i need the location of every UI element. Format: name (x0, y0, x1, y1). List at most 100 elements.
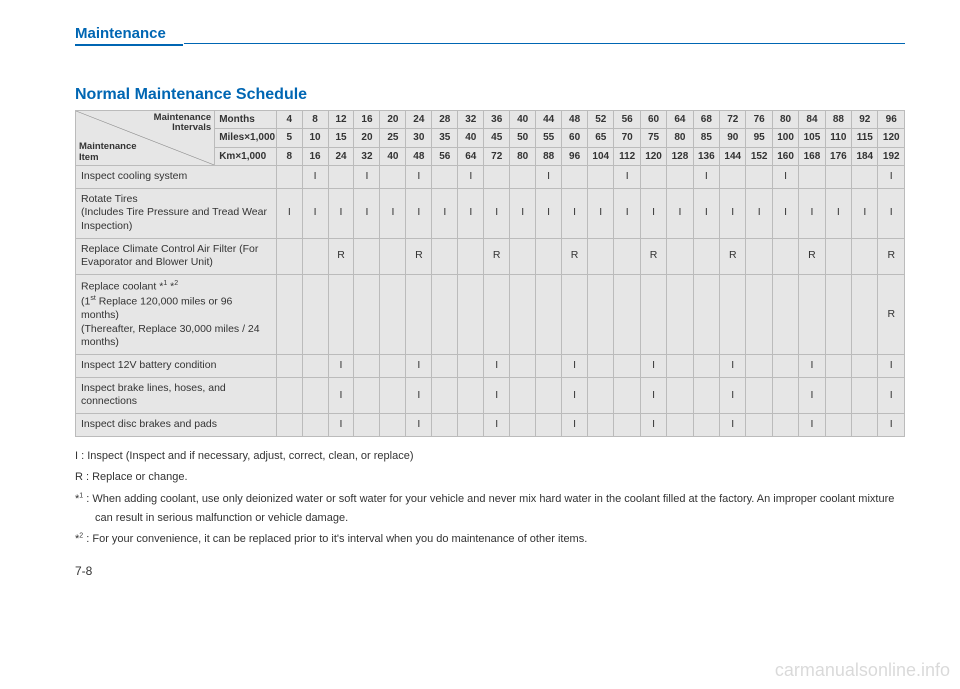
interval-header: 30 (406, 129, 432, 147)
interval-header: 48 (562, 111, 588, 129)
schedule-cell (614, 377, 640, 413)
schedule-cell: I (772, 188, 798, 238)
interval-header: 55 (536, 129, 562, 147)
interval-header: 4 (277, 111, 303, 129)
interval-header: 24 (328, 147, 354, 165)
schedule-cell (746, 274, 772, 354)
schedule-cell: I (852, 188, 878, 238)
schedule-cell (458, 355, 484, 378)
schedule-cell (640, 166, 666, 189)
schedule-cell: I (614, 188, 640, 238)
schedule-cell: I (640, 355, 666, 378)
interval-header: 80 (510, 147, 536, 165)
schedule-cell: I (562, 413, 588, 436)
schedule-cell (772, 274, 798, 354)
interval-header: 10 (302, 129, 328, 147)
interval-header: 36 (484, 111, 510, 129)
interval-header: 76 (746, 111, 772, 129)
schedule-cell (432, 274, 458, 354)
schedule-cell: I (458, 166, 484, 189)
interval-header: 88 (536, 147, 562, 165)
schedule-cell (746, 355, 772, 378)
schedule-cell (536, 238, 562, 274)
schedule-cell (484, 166, 510, 189)
schedule-cell (354, 238, 380, 274)
schedule-cell (432, 413, 458, 436)
interval-header: 120 (878, 129, 905, 147)
schedule-cell (852, 166, 878, 189)
schedule-cell (328, 274, 354, 354)
schedule-cell (380, 355, 406, 378)
interval-header: 16 (354, 111, 380, 129)
schedule-cell: I (536, 188, 562, 238)
schedule-cell (693, 274, 719, 354)
schedule-cell (302, 238, 328, 274)
schedule-cell (354, 274, 380, 354)
interval-header: 45 (484, 129, 510, 147)
schedule-cell (277, 238, 303, 274)
schedule-cell (693, 238, 719, 274)
interval-header: 64 (667, 111, 693, 129)
interval-header: 80 (772, 111, 798, 129)
schedule-cell (562, 166, 588, 189)
schedule-cell: I (328, 188, 354, 238)
schedule-cell (614, 355, 640, 378)
schedule-cell (354, 413, 380, 436)
schedule-cell: I (640, 413, 666, 436)
interval-header: 44 (536, 111, 562, 129)
schedule-cell (588, 413, 614, 436)
schedule-cell: I (878, 188, 905, 238)
interval-header: 40 (380, 147, 406, 165)
schedule-cell (277, 377, 303, 413)
schedule-cell (825, 413, 851, 436)
schedule-cell: I (640, 188, 666, 238)
schedule-cell (354, 355, 380, 378)
maintenance-item: Inspect brake lines, hoses, and connecti… (76, 377, 277, 413)
interval-header: 96 (878, 111, 905, 129)
schedule-cell (614, 413, 640, 436)
schedule-cell (852, 355, 878, 378)
watermark: carmanualsonline.info (775, 660, 950, 681)
interval-header: 80 (667, 129, 693, 147)
schedule-cell (588, 377, 614, 413)
interval-header: 112 (614, 147, 640, 165)
schedule-cell: I (302, 166, 328, 189)
schedule-cell: I (799, 413, 825, 436)
schedule-cell (458, 274, 484, 354)
maintenance-item: Inspect 12V battery condition (76, 355, 277, 378)
interval-header: 40 (510, 111, 536, 129)
schedule-cell (484, 274, 510, 354)
schedule-cell (328, 166, 354, 189)
interval-header: 115 (852, 129, 878, 147)
interval-header: 16 (302, 147, 328, 165)
schedule-cell (510, 377, 536, 413)
item-label: MaintenanceItem (79, 142, 137, 163)
schedule-cell: R (720, 238, 746, 274)
schedule-cell: I (799, 377, 825, 413)
schedule-cell: I (277, 188, 303, 238)
schedule-cell: I (354, 166, 380, 189)
schedule-cell: I (406, 188, 432, 238)
schedule-cell (772, 355, 798, 378)
schedule-cell (825, 274, 851, 354)
interval-header: 104 (588, 147, 614, 165)
schedule-cell (380, 166, 406, 189)
maintenance-item: Replace Climate Control Air Filter (For … (76, 238, 277, 274)
interval-header: 84 (799, 111, 825, 129)
schedule-cell (746, 238, 772, 274)
schedule-cell (458, 377, 484, 413)
schedule-cell (667, 166, 693, 189)
schedule-cell: I (510, 188, 536, 238)
schedule-cell (772, 377, 798, 413)
schedule-cell: I (484, 377, 510, 413)
interval-header: 50 (510, 129, 536, 147)
schedule-cell (562, 274, 588, 354)
schedule-cell: I (720, 355, 746, 378)
schedule-cell (667, 238, 693, 274)
interval-header: 75 (640, 129, 666, 147)
schedule-cell: I (302, 188, 328, 238)
interval-header: 5 (277, 129, 303, 147)
interval-header: 72 (484, 147, 510, 165)
schedule-cell (640, 274, 666, 354)
interval-header: 95 (746, 129, 772, 147)
